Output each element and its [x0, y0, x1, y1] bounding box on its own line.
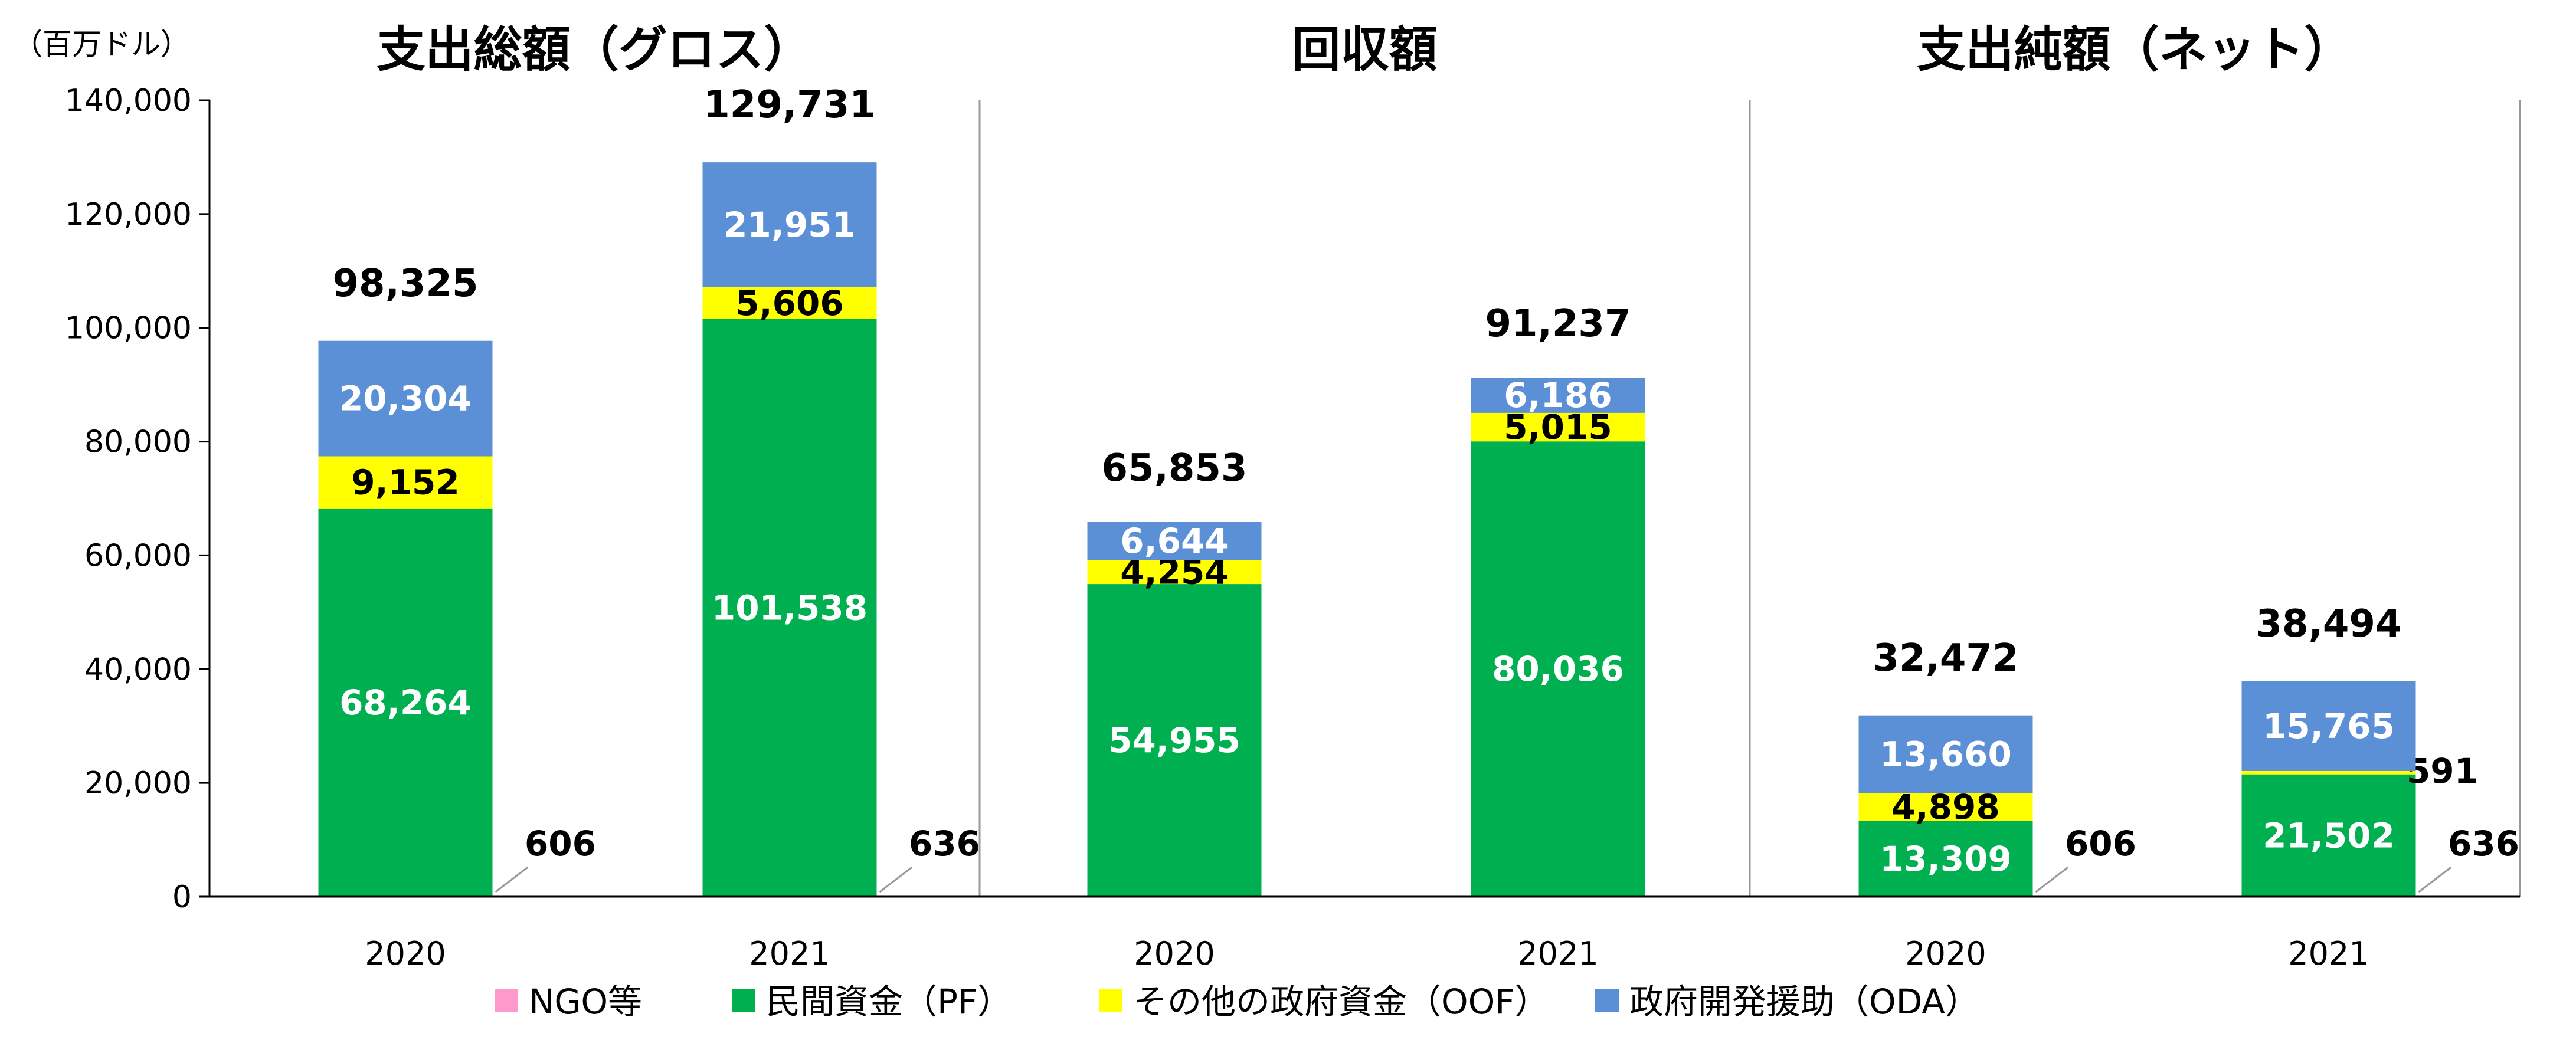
total-label: 65,853 [1102, 447, 1248, 490]
bar-segment-oda [1471, 378, 1645, 413]
bar-segment-pf [702, 319, 877, 897]
data-label-pf: 54,955 [1108, 720, 1240, 760]
y-tick-label: 0 [172, 880, 192, 915]
group-title: 支出純額（ネット） [1917, 22, 2352, 78]
bar-segment-pf [1858, 821, 2033, 897]
x-tick-label: 2020 [1134, 935, 1215, 972]
data-label-oda: 21,951 [724, 205, 856, 245]
bar-segment-oof [1087, 560, 1262, 585]
data-label-pf: 80,036 [1492, 649, 1624, 689]
data-label-oof: 4,898 [1891, 787, 1999, 827]
data-label-oof: 5,606 [735, 283, 843, 323]
y-tick-label: 40,000 [84, 652, 192, 687]
ngo-leader-line [2035, 866, 2069, 893]
legend-label-oda: 政府開発援助（ODA） [1629, 982, 1979, 1022]
x-tick-label: 2021 [1517, 935, 1598, 972]
total-label: 98,325 [333, 262, 479, 306]
bar-segment-pf [2241, 774, 2416, 897]
bar-segment-pf [318, 508, 493, 897]
data-label-oof: 9,152 [351, 462, 459, 503]
legend-label-pf: 民間資金（PF） [766, 982, 1012, 1022]
bar-segment-oda [702, 162, 877, 287]
total-label: 91,237 [1485, 302, 1631, 346]
x-tick-label: 2020 [365, 935, 446, 972]
legend-swatch-oof [1099, 989, 1122, 1012]
legend-swatch-pf [732, 989, 755, 1012]
y-tick-label: 140,000 [65, 83, 192, 119]
legend-label-oof: その他の政府資金（OOF） [1133, 982, 1549, 1022]
y-unit-label: （百万ドル） [13, 27, 190, 61]
data-label-ngo: 636 [2448, 824, 2519, 864]
bar-segment-oof [702, 287, 877, 319]
y-tick-label: 80,000 [84, 425, 192, 460]
data-label-ngo: 606 [525, 824, 596, 864]
data-label-oof: 591 [2407, 751, 2478, 791]
bar-segment-oof [318, 456, 493, 509]
bar-segment-oda [318, 340, 493, 457]
x-tick-label: 2020 [1905, 935, 1986, 972]
y-tick-label: 100,000 [65, 311, 192, 346]
bar-segment-oof [1858, 793, 2033, 821]
ngo-leader-line [495, 866, 529, 893]
total-label: 38,494 [2256, 602, 2402, 646]
legend-label-ngo: NGO等 [529, 982, 642, 1022]
legend-swatch-oda [1595, 989, 1619, 1012]
total-label: 129,731 [703, 83, 876, 127]
legend-swatch-ngo [495, 989, 518, 1012]
x-tick-label: 2021 [2288, 935, 2369, 972]
data-label-ngo: 636 [909, 824, 980, 864]
data-label-pf: 68,264 [339, 683, 472, 723]
data-label-ngo: 606 [2065, 824, 2136, 864]
bar-segment-oda [1087, 521, 1262, 560]
bar-segment-oof [2241, 770, 2416, 775]
data-label-pf: 13,309 [1880, 839, 2012, 879]
bar-segment-oda [2241, 681, 2416, 771]
group-title: 回収額 [1292, 22, 1437, 78]
total-label: 32,472 [1873, 637, 2019, 680]
y-tick-label: 60,000 [84, 538, 192, 573]
data-label-oda: 13,660 [1880, 734, 2012, 775]
data-label-oda: 6,644 [1120, 521, 1228, 561]
bar-segment-pf [1471, 441, 1645, 897]
x-tick-label: 2021 [749, 935, 830, 972]
data-label-pf: 21,502 [2263, 815, 2395, 855]
bar-segment-pf [1087, 584, 1262, 897]
y-tick-label: 20,000 [84, 766, 192, 801]
ngo-leader-line [879, 866, 913, 893]
y-tick-label: 120,000 [65, 197, 192, 232]
data-label-oda: 20,304 [339, 379, 472, 419]
bar-segment-oof [1471, 412, 1645, 442]
bar-segment-oda [1858, 715, 2033, 793]
data-label-oof: 5,015 [1504, 407, 1612, 447]
data-label-pf: 101,538 [712, 588, 868, 628]
ngo-leader-line [2418, 866, 2452, 893]
data-label-oda: 6,186 [1504, 375, 1612, 415]
group-title: 支出総額（グロス） [377, 22, 812, 78]
data-label-oda: 15,765 [2263, 706, 2395, 746]
